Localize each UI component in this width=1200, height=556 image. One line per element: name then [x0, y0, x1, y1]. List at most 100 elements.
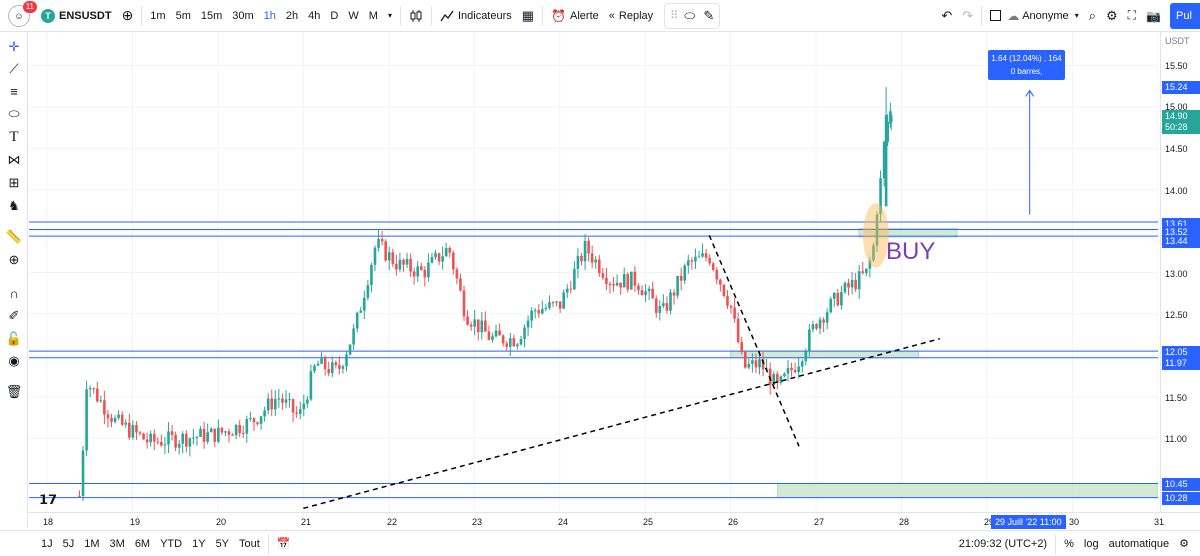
range-ytd[interactable]: YTD	[160, 537, 183, 550]
candle-body	[811, 324, 815, 330]
floating-draw-toolbar[interactable]: ⠿ ⬭ ✎	[664, 2, 721, 29]
candle-body	[544, 307, 548, 310]
candle-body	[320, 357, 323, 364]
candle-body	[412, 271, 416, 277]
tf-m[interactable]: M	[368, 9, 378, 22]
notification-badge: 11	[22, 0, 37, 13]
undo-button[interactable]: ↶	[936, 0, 957, 32]
range-1j[interactable]: 1J	[41, 537, 53, 550]
alarm-clock-icon: ⏰	[551, 8, 567, 23]
candle-body	[800, 361, 804, 367]
symbol-search[interactable]: T ENSUSDT	[36, 0, 117, 32]
range-all[interactable]: Tout	[239, 537, 260, 550]
magnet-icon[interactable]: ∩	[9, 285, 19, 301]
candle-body	[644, 291, 647, 296]
time-axis[interactable]: 18 19 20 21 22 23 24 25 26 27 28 29 30 3…	[29, 512, 1200, 530]
high-price-label: 15.24	[1162, 81, 1200, 94]
indicators-button[interactable]: Indicateurs	[435, 0, 517, 32]
candle-body	[437, 253, 441, 262]
fullscreen-button[interactable]: ⛶	[1123, 0, 1141, 32]
zoom-icon[interactable]: ⊕	[8, 252, 20, 267]
candle-body	[398, 259, 402, 270]
tf-5m[interactable]: 5m	[175, 9, 191, 22]
redo-button[interactable]: ↷	[957, 0, 978, 32]
replay-button[interactable]: « Replay	[604, 0, 658, 32]
ruler-icon[interactable]: 📏	[5, 229, 23, 244]
clock[interactable]: 21:09:32 (UTC+2)	[958, 537, 1048, 550]
snapshot-button[interactable]: 📷	[1141, 0, 1166, 32]
auto-toggle[interactable]: automatique	[1108, 537, 1170, 550]
tf-15m[interactable]: 15m	[200, 9, 223, 22]
tf-w[interactable]: W	[348, 9, 359, 22]
candle-body	[323, 357, 327, 370]
candle-body	[192, 437, 195, 439]
search-button[interactable]: ⌕	[1084, 0, 1101, 32]
pattern-icon[interactable]: ⋈	[7, 152, 21, 167]
candle-body	[99, 400, 103, 402]
publish-button[interactable]: Pul	[1170, 3, 1200, 29]
candle-body	[138, 432, 142, 434]
price-axis[interactable]: USDT 15.50 15.00 14.50 14.00 13.00 12.50…	[1160, 32, 1200, 512]
time-tick: 28	[899, 517, 910, 527]
candle-body	[117, 414, 120, 418]
tf-2h[interactable]: 2h	[285, 9, 299, 22]
candle-body	[587, 240, 590, 254]
icons-icon[interactable]: ♞	[8, 198, 20, 213]
percent-toggle[interactable]: %	[1064, 537, 1074, 550]
price-tick: 11.50	[1165, 393, 1187, 403]
lock-draw-icon[interactable]: ✐	[8, 308, 20, 323]
lock-icon[interactable]: 🔓	[5, 331, 23, 346]
go-to-date-button[interactable]: 📅	[272, 537, 296, 550]
brush-icon[interactable]: ⬭	[8, 106, 20, 121]
settings-button[interactable]: ⚙	[1101, 0, 1123, 32]
drag-handle-icon[interactable]: ⠿	[670, 10, 679, 22]
interval-dropdown[interactable]: ▾	[383, 0, 397, 32]
candle-body	[605, 277, 608, 284]
tf-1m[interactable]: 1m	[150, 9, 166, 22]
alert-label: Alerte	[570, 9, 599, 22]
candle-body	[622, 274, 626, 288]
compare-symbol-button[interactable]: ⊕	[117, 0, 139, 32]
alert-button[interactable]: ⏰ Alerte	[546, 0, 604, 32]
chart-settings-button[interactable]: ⚙	[1174, 537, 1194, 550]
separator	[267, 533, 269, 554]
templates-button[interactable]: ▦	[517, 0, 539, 32]
time-tick: 26	[728, 517, 739, 527]
tf-4h[interactable]: 4h	[308, 9, 321, 22]
range-1y[interactable]: 1Y	[192, 537, 206, 550]
candle-body	[391, 252, 395, 264]
tf-30m[interactable]: 30m	[232, 9, 254, 22]
trend-line-icon[interactable]: ⟋	[9, 61, 19, 76]
candle-body	[733, 307, 736, 319]
trash-icon[interactable]: 🗑	[5, 384, 23, 399]
crosshair-icon[interactable]: ✛	[8, 39, 20, 54]
brush-tool-icon[interactable]: ✎	[703, 7, 715, 23]
range-5j[interactable]: 5J	[62, 537, 75, 550]
range-6m[interactable]: 6M	[134, 537, 151, 550]
text-icon[interactable]: T	[9, 128, 19, 145]
level-label: 10.28	[1162, 492, 1200, 505]
range-1m[interactable]: 1M	[84, 537, 100, 550]
drawing-toolbar: ✛ ⟋ ≡ ⬭ T ⋈ ⊞ ♞ 📏 ⊕ ∩ ✐ 🔓 ◉ 🗑	[0, 32, 28, 528]
range-3m[interactable]: 3M	[109, 537, 125, 550]
fib-icon[interactable]: ≡	[10, 83, 18, 99]
candle-body	[359, 310, 363, 313]
user-avatar[interactable]: ☺ 11	[8, 0, 37, 27]
range-5y[interactable]: 5Y	[215, 537, 230, 550]
price-range-line1: 1.64 (12.04%) , 164	[991, 54, 1062, 63]
price-chart[interactable]: 𝟭𝟳	[29, 32, 1158, 512]
rewind-icon: «	[608, 9, 615, 22]
tf-d[interactable]: D	[330, 9, 339, 22]
shape-icon[interactable]: ⬭	[684, 7, 696, 23]
candle-body	[872, 245, 875, 261]
layout-select-button[interactable]: ☁ Anonyme ▾	[985, 0, 1084, 32]
candle-body	[302, 403, 306, 410]
log-toggle[interactable]: log	[1083, 537, 1099, 550]
tf-1h[interactable]: 1h	[263, 9, 276, 22]
eye-icon[interactable]: ◉	[8, 353, 20, 368]
candle-body	[167, 431, 170, 445]
candle-body	[865, 268, 868, 273]
time-tick: 31	[1154, 517, 1165, 527]
prediction-icon[interactable]: ⊞	[8, 175, 20, 190]
chart-type-button[interactable]	[404, 0, 428, 32]
